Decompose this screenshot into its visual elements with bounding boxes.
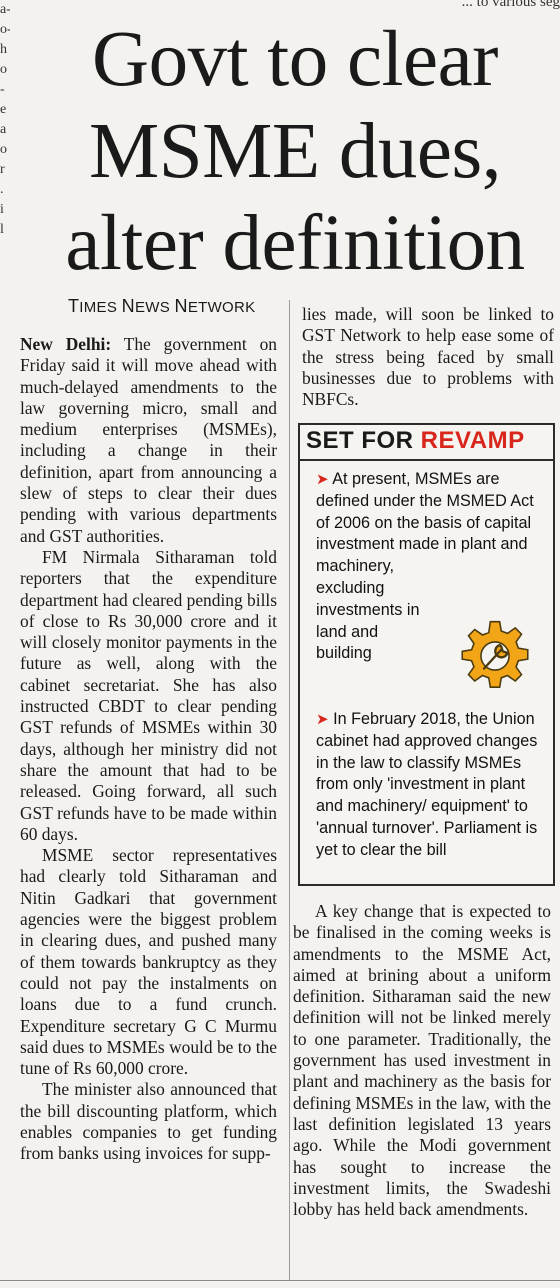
headline-line-3: alter definition [65, 200, 525, 287]
arrow-icon: ➤ [316, 471, 329, 488]
paragraph-6: A key change that is expected to be fina… [293, 901, 551, 1220]
page-bottom-rule [0, 1280, 560, 1281]
fragment-line: l [0, 222, 4, 237]
fragment-line: o [0, 62, 7, 77]
fragment-line: h [0, 42, 7, 57]
dateline: New Delhi: [20, 334, 112, 354]
bullet-2-lead: In February [333, 710, 416, 728]
sidebar-title-rule [300, 459, 553, 461]
arrow-icon: ➤ [316, 711, 329, 728]
sidebar-box: SET FOR REVAMP ➤ At present, MSMEs are d… [298, 423, 555, 886]
article-column-right-top: lies made, will soon be linked to GST Ne… [302, 304, 554, 410]
fragment-line: o [0, 142, 7, 157]
fragment-line: e [0, 102, 7, 117]
byline-cap: T [68, 296, 80, 316]
byline: TIMES NEWS NETWORK [68, 296, 255, 317]
byline-cap: N [121, 296, 135, 316]
byline-text: ETWORK [187, 299, 256, 316]
fragment-line: - [0, 82, 5, 97]
headline-line-1: Govt to clear [92, 16, 498, 103]
sidebar-title: SET FOR REVAMP [306, 427, 525, 455]
fragment-line: a- [0, 2, 10, 17]
paragraph-text: The government on Friday said it will mo… [20, 334, 277, 546]
sidebar-title-part2: REVAMP [420, 427, 525, 454]
bullet-1-tail: excluding investments in land and buildi… [316, 578, 420, 663]
bullet-2-text: 2018, the Union cabinet had approved cha… [316, 710, 538, 859]
fragment-line: i [0, 202, 4, 217]
article-column-left: New Delhi: The government on Friday said… [20, 334, 277, 1165]
byline-text: IMES [79, 299, 122, 316]
sidebar-bullet-2: ➤ In February 2018, the Union cabinet ha… [316, 709, 546, 862]
fragment-line: a [0, 122, 7, 137]
byline-text: EWS [134, 299, 175, 316]
column-divider [289, 300, 290, 1280]
fragment-line: . [0, 182, 4, 197]
bullet-1-lead: At present, MSMEs are defined under the … [316, 470, 534, 576]
fragment-line: r [0, 162, 5, 177]
paragraph-3: MSME sector representatives had clearly … [20, 845, 277, 1079]
article-column-right-bottom: A key change that is expected to be fina… [293, 901, 551, 1220]
top-fragment: ... to various seg [461, 0, 560, 10]
headline: Govt to clear MSME dues, alter definitio… [30, 14, 560, 290]
paragraph-4: The minister also announced that the bil… [20, 1079, 277, 1164]
sidebar-bullet-1: ➤ At present, MSMEs are defined under th… [316, 469, 546, 665]
left-column-fragments: a- o- h o - e a o r . i l [0, 0, 10, 240]
paragraph-2: FM Nirmala Sitharaman told reporters tha… [20, 546, 277, 844]
paragraph-1: New Delhi: The government on Friday said… [20, 334, 277, 547]
headline-line-2: MSME dues, [89, 108, 502, 195]
fragment-line: o- [0, 22, 10, 37]
gear-wrench-icon [461, 620, 529, 688]
byline-cap: N [174, 296, 188, 316]
paragraph-5: lies made, will soon be linked to GST Ne… [302, 304, 554, 410]
sidebar-title-part1: SET FOR [306, 427, 421, 454]
